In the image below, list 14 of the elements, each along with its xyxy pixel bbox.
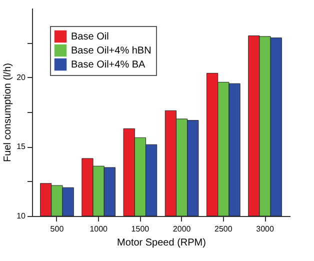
x-tick-label: 1000 (90, 224, 108, 234)
y-axis-title: Fuel consumption (l/h) (2, 63, 14, 162)
x-tick-label: 500 (50, 224, 64, 234)
legend-label: Base Oil+4% hBN (71, 46, 152, 56)
legend-label: Base Oil (71, 32, 109, 42)
x-tick-label: 3000 (256, 224, 274, 234)
x-tick-label: 1500 (131, 224, 150, 234)
y-tick-label: 20 (16, 72, 26, 82)
x-tick-label: 2500 (214, 224, 233, 234)
x-axis-title: Motor Speed (RPM) (117, 238, 206, 248)
x-tick-label: 2000 (172, 224, 192, 234)
y-tick-label: 15 (16, 142, 26, 152)
y-tick-label: 10 (16, 212, 26, 220)
legend-label: Base Oil+4% BA (71, 60, 146, 70)
